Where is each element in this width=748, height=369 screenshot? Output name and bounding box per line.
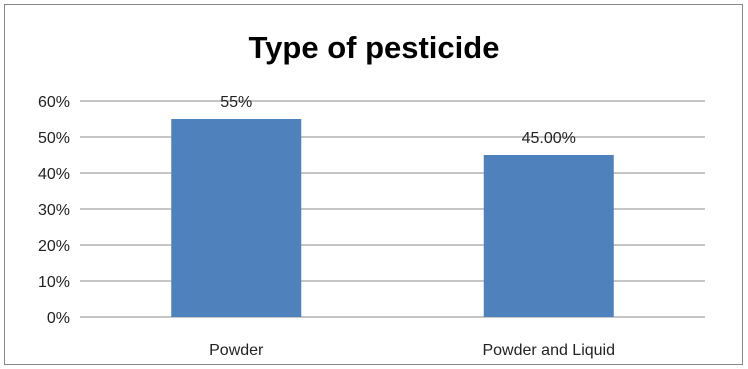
category-label: Powder and Liquid (482, 342, 615, 359)
data-label: 55% (220, 94, 252, 111)
y-tick-label: 10% (38, 274, 70, 291)
y-axis-ticks: 0% 10% 20% 30% 40% 50% 60% (38, 94, 70, 327)
category-label: Powder (209, 342, 264, 359)
bar (171, 119, 302, 317)
data-label: 45.00% (522, 130, 576, 147)
bar (483, 155, 614, 317)
bars (171, 119, 614, 317)
y-tick-label: 40% (38, 166, 70, 183)
y-tick-label: 60% (38, 94, 70, 111)
chart-title: Type of pesticide (249, 30, 500, 65)
data-labels: 55% 45.00% (220, 94, 576, 147)
x-axis-categories: Powder Powder and Liquid (209, 342, 615, 359)
y-tick-label: 0% (47, 310, 70, 327)
y-tick-label: 50% (38, 130, 70, 147)
y-tick-label: 20% (38, 238, 70, 255)
y-tick-label: 30% (38, 202, 70, 219)
chart-frame (4, 4, 743, 365)
